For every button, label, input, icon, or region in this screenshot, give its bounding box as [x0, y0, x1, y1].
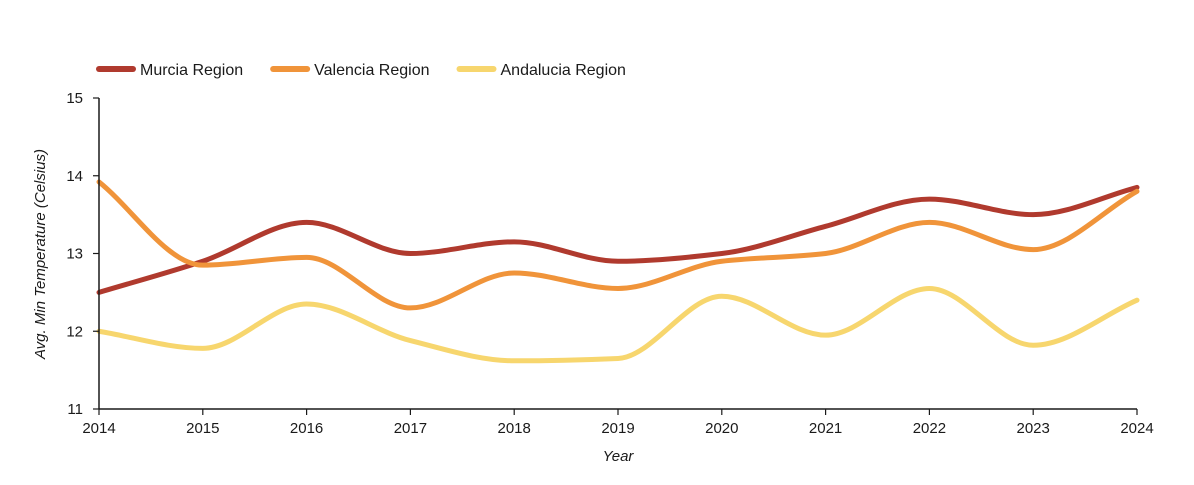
series-line-valencia-region [96, 179, 1140, 311]
series-line-murcia-region [96, 184, 1140, 295]
y-tick-label: 15 [66, 90, 83, 107]
x-tick-label: 2017 [394, 420, 427, 437]
x-tick-label: 2021 [809, 420, 842, 437]
legend-item-valencia-region[interactable]: Valencia Region [270, 62, 430, 79]
x-tick-label: 2015 [186, 420, 219, 437]
y-tick-label: 14 [66, 168, 83, 185]
x-tick-label: 2019 [601, 420, 634, 437]
x-axis-title: Year [603, 448, 635, 465]
y-tick-label: 12 [66, 323, 83, 340]
series-layer [96, 179, 1140, 364]
x-tick-label: 2020 [705, 420, 738, 437]
x-tick-label: 2014 [82, 420, 115, 437]
legend-item-andalucia-region[interactable]: Andalucia Region [456, 62, 626, 79]
x-tick-label: 2023 [1017, 420, 1050, 437]
series-line-andalucia-region [96, 285, 1140, 364]
legend-item-murcia-region[interactable]: Murcia Region [96, 62, 243, 79]
legend-label: Murcia Region [140, 62, 243, 79]
legend-label: Andalucia Region [501, 62, 626, 79]
x-tick-label: 2016 [290, 420, 323, 437]
y-tick-label: 11 [67, 401, 83, 418]
axes: 11 12 13 14 15 2014 2015 2016 2017 2018 2019 2020 20… [66, 90, 1153, 437]
x-tick-label: 2024 [1120, 420, 1153, 437]
x-tick-label: 2018 [498, 420, 531, 437]
legend: Murcia Region Valencia Region Andalucia Re… [96, 62, 626, 79]
x-tick-label: 2022 [913, 420, 946, 437]
legend-label: Valencia Region [314, 62, 429, 79]
y-tick-label: 13 [66, 246, 83, 263]
y-axis-title: Avg. Min Temperature (Celsius) [32, 149, 49, 360]
